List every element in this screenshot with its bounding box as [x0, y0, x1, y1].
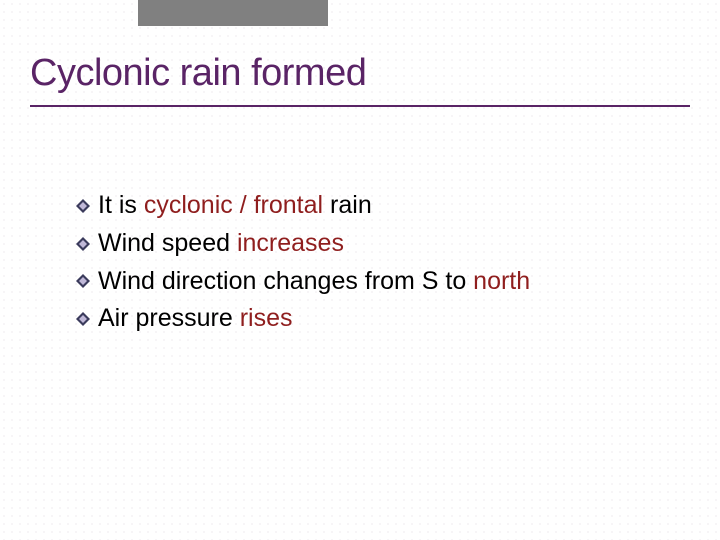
bullet-item: Air pressure rises — [76, 302, 690, 336]
bullet-text: It is cyclonic / frontal rain — [98, 189, 372, 223]
bullet-list: It is cyclonic / frontal rain Wind speed … — [30, 189, 690, 336]
diamond-bullet-icon — [76, 237, 90, 251]
bullet-text: Wind speed increases — [98, 227, 344, 261]
bullet-text: Wind direction changes from S to north — [98, 265, 530, 299]
diamond-bullet-icon — [76, 312, 90, 326]
bullet-text: Air pressure rises — [98, 302, 293, 336]
slide-content: Cyclonic rain formed It is cyclonic / fr… — [0, 0, 720, 540]
bullet-item: It is cyclonic / frontal rain — [76, 189, 690, 223]
bullet-item: Wind direction changes from S to north — [76, 265, 690, 299]
bullet-item: Wind speed increases — [76, 227, 690, 261]
diamond-bullet-icon — [76, 274, 90, 288]
diamond-bullet-icon — [76, 199, 90, 213]
slide-title: Cyclonic rain formed — [30, 52, 690, 107]
